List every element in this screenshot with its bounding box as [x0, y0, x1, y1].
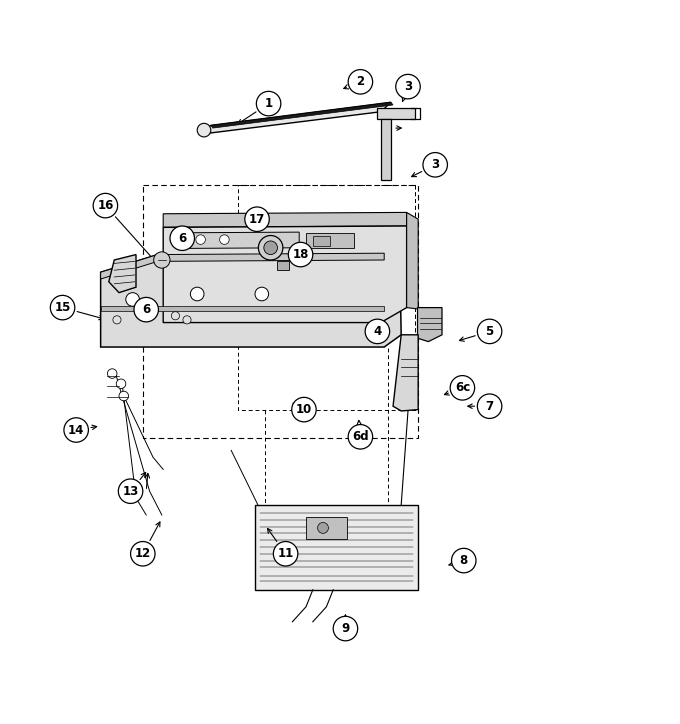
Polygon shape [101, 253, 384, 279]
Circle shape [273, 542, 298, 566]
Circle shape [477, 319, 502, 344]
Text: 14: 14 [68, 424, 84, 437]
Text: 18: 18 [292, 248, 309, 261]
Polygon shape [101, 306, 384, 311]
Text: 9: 9 [341, 622, 350, 635]
Polygon shape [211, 102, 393, 128]
Circle shape [197, 123, 211, 137]
Polygon shape [418, 308, 442, 342]
Circle shape [50, 295, 75, 320]
Text: 7: 7 [486, 400, 494, 413]
Text: 15: 15 [54, 301, 71, 314]
Circle shape [264, 241, 277, 255]
Polygon shape [277, 261, 289, 269]
Circle shape [119, 391, 129, 401]
Circle shape [170, 226, 194, 251]
Circle shape [365, 319, 390, 344]
FancyBboxPatch shape [313, 235, 330, 245]
Text: 6c: 6c [455, 382, 470, 395]
Circle shape [134, 298, 158, 322]
Circle shape [423, 153, 447, 177]
Circle shape [196, 235, 205, 245]
Circle shape [220, 235, 229, 245]
Polygon shape [393, 334, 418, 411]
Text: 17: 17 [249, 213, 265, 226]
Circle shape [396, 75, 420, 99]
Circle shape [318, 523, 328, 534]
Circle shape [292, 397, 316, 422]
Text: 5: 5 [486, 325, 494, 338]
Polygon shape [101, 253, 401, 347]
Circle shape [450, 376, 475, 400]
Circle shape [126, 292, 139, 306]
Text: 6d: 6d [352, 430, 369, 443]
Text: 4: 4 [373, 325, 381, 338]
Circle shape [190, 287, 204, 300]
Polygon shape [163, 212, 407, 227]
Circle shape [245, 207, 269, 232]
Circle shape [171, 311, 180, 320]
Text: 12: 12 [135, 547, 151, 560]
Polygon shape [178, 232, 299, 248]
Polygon shape [377, 109, 415, 119]
Text: 13: 13 [122, 484, 139, 497]
Circle shape [452, 548, 476, 573]
Circle shape [477, 394, 502, 418]
Circle shape [333, 616, 358, 641]
Circle shape [258, 235, 283, 260]
Polygon shape [109, 255, 136, 292]
Circle shape [154, 252, 170, 268]
Circle shape [288, 243, 313, 267]
Text: 8: 8 [460, 554, 468, 567]
Circle shape [93, 193, 118, 218]
Circle shape [64, 418, 88, 442]
Circle shape [131, 542, 155, 566]
Text: 1: 1 [265, 97, 273, 110]
Text: 6: 6 [178, 232, 186, 245]
Polygon shape [255, 505, 418, 590]
Text: 16: 16 [97, 199, 114, 212]
Polygon shape [163, 226, 407, 323]
Circle shape [184, 235, 194, 245]
Circle shape [348, 424, 373, 449]
Circle shape [255, 287, 269, 300]
Circle shape [348, 70, 373, 94]
Circle shape [116, 379, 126, 389]
Polygon shape [306, 233, 354, 248]
Polygon shape [407, 212, 418, 309]
Circle shape [256, 91, 281, 116]
Circle shape [183, 316, 191, 324]
Text: 2: 2 [356, 75, 364, 88]
Polygon shape [201, 102, 391, 134]
Text: 10: 10 [296, 403, 312, 416]
Text: 6: 6 [142, 303, 150, 316]
Polygon shape [381, 119, 391, 180]
Text: 11: 11 [277, 547, 294, 560]
Polygon shape [306, 517, 347, 539]
Text: 3: 3 [431, 159, 439, 172]
Circle shape [118, 479, 143, 503]
Circle shape [113, 316, 121, 324]
Circle shape [107, 369, 117, 379]
Text: 3: 3 [404, 80, 412, 93]
